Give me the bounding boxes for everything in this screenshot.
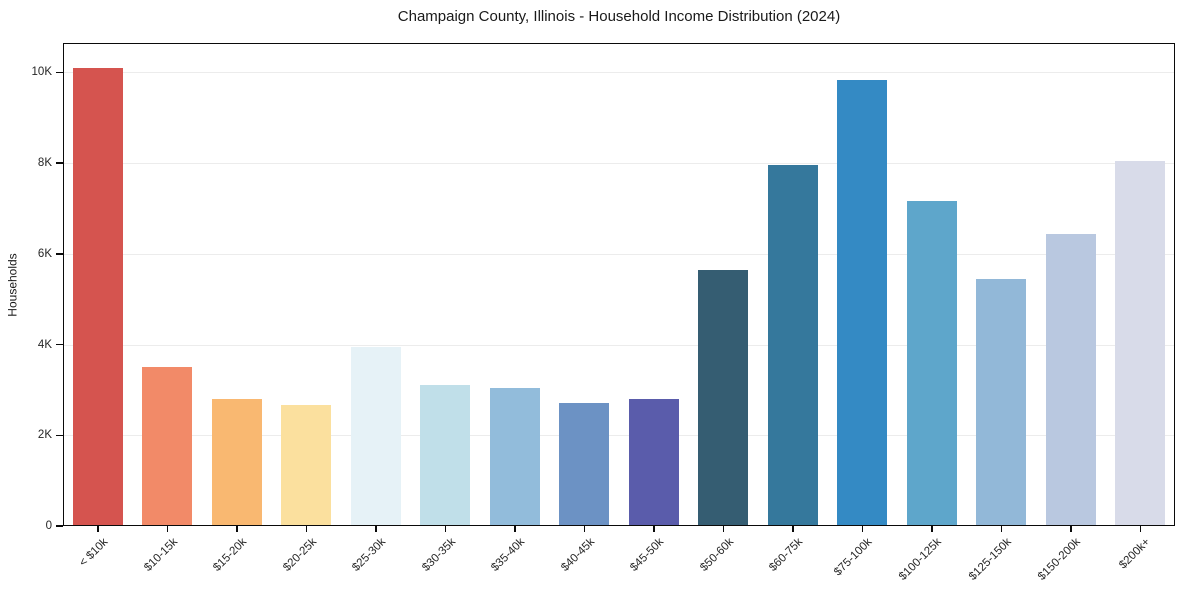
x-tick-mark xyxy=(931,526,933,532)
x-tick-label: $150-200k xyxy=(1036,536,1084,583)
bar--45-50k xyxy=(628,399,679,526)
y-axis-label-container: Households xyxy=(2,43,24,526)
x-tick-label: $50-60k xyxy=(697,536,736,574)
bar--30-35k xyxy=(420,384,471,526)
x-tick-mark xyxy=(1000,526,1002,532)
bar--200k- xyxy=(1115,160,1166,526)
x-tick-label: $15-20k xyxy=(211,536,250,574)
bar--150-200k xyxy=(1045,233,1096,526)
x-tick-mark xyxy=(514,526,516,532)
x-tick-mark xyxy=(583,526,585,532)
y-gridline xyxy=(63,72,1175,74)
y-gridline xyxy=(63,435,1175,437)
y-tick-mark xyxy=(56,525,63,527)
x-tick-mark xyxy=(305,526,307,532)
y-tick-label: 6K xyxy=(37,247,52,260)
x-tick-label: $30-35k xyxy=(419,536,458,574)
y-tick-label: 2K xyxy=(37,429,52,442)
x-tick-label: $10-15k xyxy=(141,536,180,574)
y-tick-mark xyxy=(56,162,63,164)
bar--125-150k xyxy=(976,279,1027,526)
y-tick-mark xyxy=(56,253,63,255)
bar--60-75k xyxy=(767,165,818,526)
bar--15-20k xyxy=(211,399,262,526)
x-tick-mark xyxy=(792,526,794,532)
x-tick-mark xyxy=(653,526,655,532)
x-tick-mark xyxy=(444,526,446,532)
y-gridline xyxy=(63,344,1175,346)
x-tick-label: $100-125k xyxy=(897,536,945,583)
y-tick-label: 0 xyxy=(45,520,52,532)
bar--100-125k xyxy=(906,200,957,526)
y-tick-label: 8K xyxy=(37,157,52,170)
x-tick-mark xyxy=(1139,526,1141,532)
chart-title: Champaign County, Illinois - Household I… xyxy=(397,8,841,25)
x-tick-label: $35-40k xyxy=(489,536,528,574)
x-tick-mark xyxy=(375,526,377,532)
x-tick-label: $20-25k xyxy=(280,536,319,574)
y-tick-label: 10K xyxy=(31,66,52,79)
y-axis-label: Households xyxy=(6,252,20,317)
y-tick-mark xyxy=(56,434,63,437)
x-tick-mark xyxy=(861,526,863,532)
bar--10-15k xyxy=(142,367,193,526)
y-tick-mark xyxy=(56,343,63,346)
x-tick-label: $40-45k xyxy=(558,536,597,574)
x-tick-label: $200k+ xyxy=(1117,536,1153,572)
plot-area xyxy=(63,43,1175,526)
x-tick-mark xyxy=(722,526,724,532)
x-tick-label: < $10k xyxy=(77,536,111,570)
x-tick-label: $25-30k xyxy=(350,536,389,574)
y-tick-mark xyxy=(56,71,63,74)
x-tick-label: $45-50k xyxy=(628,536,667,574)
bar--50-60k xyxy=(698,270,749,526)
bar--75-100k xyxy=(837,80,888,526)
y-gridline xyxy=(63,253,1175,255)
bar--25-30k xyxy=(350,346,401,526)
y-tick-label: 4K xyxy=(37,338,52,351)
x-tick-label: $60-75k xyxy=(767,536,806,574)
x-tick-mark xyxy=(1070,526,1072,532)
y-gridline xyxy=(63,163,1175,165)
bar--35-40k xyxy=(489,387,540,526)
x-tick-mark xyxy=(166,526,168,532)
x-tick-mark xyxy=(236,526,238,532)
bar--10k xyxy=(72,67,123,526)
x-tick-mark xyxy=(97,526,99,532)
x-tick-label: $125-150k xyxy=(966,536,1014,583)
bar--20-25k xyxy=(281,405,332,526)
x-tick-label: $75-100k xyxy=(832,536,875,579)
bar--40-45k xyxy=(559,402,610,526)
